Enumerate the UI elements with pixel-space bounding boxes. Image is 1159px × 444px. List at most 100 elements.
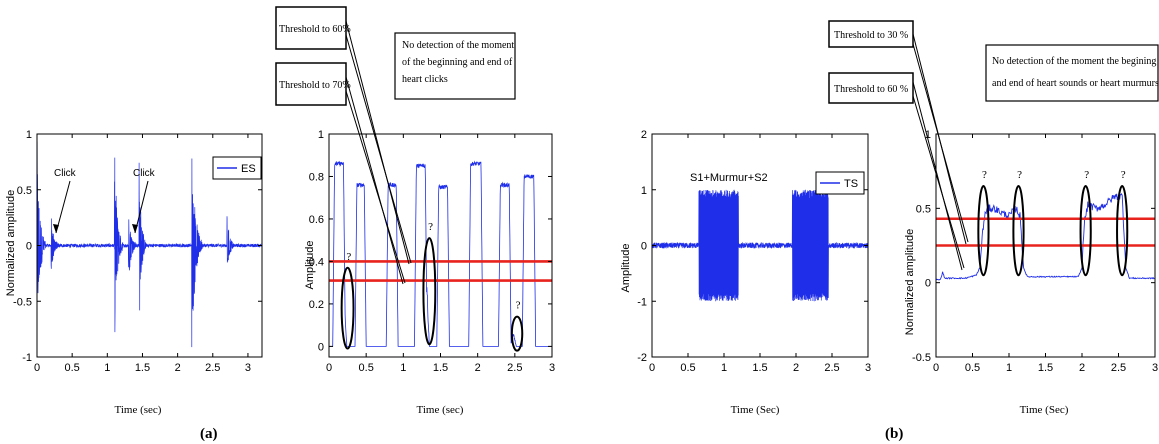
click-label-1: Click bbox=[54, 168, 77, 179]
plot-area bbox=[37, 141, 262, 348]
plot-area bbox=[652, 189, 868, 302]
y-tick-label: -0.5 bbox=[912, 352, 931, 364]
click-arrow-1 bbox=[55, 180, 71, 234]
x-tick-label: 0.5 bbox=[359, 362, 374, 374]
missed-detection-ellipse bbox=[1079, 185, 1092, 277]
callouts-a: Threshold to 60% Threshold to 70% No det… bbox=[275, 6, 516, 285]
x-tick-label: 1.5 bbox=[135, 362, 150, 374]
x-tick-label: 2 bbox=[793, 362, 799, 374]
x-tick-label: 1.5 bbox=[752, 362, 767, 374]
y-tick-label: 0.5 bbox=[17, 185, 32, 197]
y-tick-label: 0 bbox=[641, 241, 647, 253]
y-tick-label: 0.5 bbox=[916, 203, 931, 215]
chart-es-envelope: ??? 0 0.5 1 1.5 2 2.5 3 0 0.2 0.4 0.6 0.8 1 Amplitud… bbox=[304, 129, 555, 416]
click-label-2: Click bbox=[133, 168, 156, 179]
x-tick-label: 0 bbox=[649, 362, 655, 374]
callout-note-b-line2: and end of heart sounds or heart murmurs bbox=[992, 78, 1159, 89]
x-axis-label: Time (sec) bbox=[417, 404, 464, 416]
x-tick-label: 2.5 bbox=[1111, 362, 1126, 374]
leader-line bbox=[345, 20, 410, 265]
x-tick-label: 2.5 bbox=[205, 362, 220, 374]
callout-threshold-70-box bbox=[275, 62, 347, 106]
envelope-line-a2 bbox=[329, 160, 552, 347]
x-tick-label: 0 bbox=[933, 362, 939, 374]
callouts-b: Threshold to 30 % Threshold to 60 % No d… bbox=[828, 20, 1159, 271]
x-tick-label: 0.5 bbox=[680, 362, 695, 374]
click-arrow-2 bbox=[134, 180, 149, 234]
x-tick-label: 1 bbox=[1006, 362, 1012, 374]
legend: TS bbox=[815, 171, 865, 195]
callout-threshold-60b-box bbox=[828, 72, 914, 104]
y-tick-label: 0 bbox=[925, 278, 931, 290]
x-tick-label: 0 bbox=[326, 362, 332, 374]
missed-detection-ellipse bbox=[340, 266, 355, 350]
y-tick-label: 0.2 bbox=[309, 299, 324, 311]
y-axis-label: Amplitude bbox=[304, 241, 316, 290]
missed-detection-ellipse bbox=[1116, 185, 1129, 277]
x-axis-label: Time (sec) bbox=[115, 404, 162, 416]
x-tick-label: 2.5 bbox=[824, 362, 839, 374]
callout-threshold-60-box bbox=[275, 6, 347, 50]
series-line-a1 bbox=[37, 141, 262, 348]
chart-ts-envelope: ???? 0 0.5 1 1.5 2 2.5 3-0.500.51 Normalized a… bbox=[904, 129, 1158, 416]
question-mark: ? bbox=[346, 251, 351, 263]
y-tick-label: 1 bbox=[318, 129, 324, 141]
missed-detection-ellipse bbox=[422, 237, 437, 346]
y-tick-label: 0.6 bbox=[309, 214, 324, 226]
x-tick-label: 3 bbox=[245, 362, 251, 374]
leader-line bbox=[912, 95, 965, 269]
callout-threshold-30-box bbox=[828, 20, 914, 48]
callout-threshold-30: Threshold to 30 % bbox=[834, 30, 908, 41]
y-tick-label: 0.4 bbox=[309, 256, 324, 268]
callout-note-a-line3: heart clicks bbox=[402, 74, 448, 85]
leader-line bbox=[345, 34, 412, 264]
leader-line bbox=[912, 81, 963, 271]
click-arrowhead-1 bbox=[53, 224, 59, 233]
legend: ES bbox=[212, 156, 262, 180]
y-tick-label: 0 bbox=[26, 241, 32, 253]
callout-threshold-60b: Threshold to 60 % bbox=[834, 84, 908, 95]
x-tick-label: 3 bbox=[549, 362, 555, 374]
y-tick-label: 0 bbox=[318, 341, 324, 353]
question-mark: ? bbox=[516, 300, 521, 312]
y-tick-label: -2 bbox=[637, 352, 647, 364]
y-tick-label: 1 bbox=[641, 185, 647, 197]
x-tick-label: 1 bbox=[104, 362, 110, 374]
question-mark: ? bbox=[1084, 169, 1089, 181]
x-tick-label: 0 bbox=[34, 362, 40, 374]
missed-detection-ellipse bbox=[510, 315, 524, 352]
x-tick-label: 1 bbox=[721, 362, 727, 374]
x-tick-label: 2.5 bbox=[507, 362, 522, 374]
plot-area: ???? bbox=[936, 169, 1155, 281]
missed-detection-ellipse bbox=[1012, 185, 1025, 277]
axis-frame bbox=[328, 133, 553, 358]
leader-line bbox=[345, 90, 406, 284]
y-axis-label: Amplitude bbox=[620, 244, 632, 293]
x-tick-label: 0.5 bbox=[965, 362, 980, 374]
plot-area: ??? bbox=[329, 160, 552, 352]
x-axis-label: Time (Sec) bbox=[731, 404, 780, 416]
question-mark: ? bbox=[982, 169, 987, 181]
y-tick-label: 1 bbox=[925, 129, 931, 141]
missed-detection-ellipse bbox=[977, 185, 990, 277]
y-tick-label: -0.5 bbox=[13, 296, 32, 308]
panel-label-a: (a) bbox=[200, 426, 218, 442]
y-axis-label: Normalized amplitude bbox=[904, 229, 916, 335]
chart-es-signal: 0 0.5 1 1.5 2 2.5 3 -1 -0.5 0 0.5 1 Normalized ampl… bbox=[5, 129, 263, 416]
leader-line bbox=[345, 76, 404, 285]
callout-note-a-line2: of the beginning and end of bbox=[402, 57, 513, 68]
callout-note-b-line1: No detection of the moment the begining bbox=[992, 56, 1156, 67]
y-tick-label: 0.8 bbox=[309, 171, 324, 183]
y-tick-label: -1 bbox=[22, 352, 32, 364]
x-tick-label: 1 bbox=[400, 362, 406, 374]
x-tick-label: 2 bbox=[475, 362, 481, 374]
legend-label-ts: TS bbox=[844, 178, 858, 190]
click-arrowhead-2 bbox=[132, 224, 138, 233]
murmur-label: S1+Murmur+S2 bbox=[690, 172, 768, 184]
y-axis-label: Normalized amplitude bbox=[5, 190, 17, 296]
panel-label-b: (b) bbox=[885, 426, 903, 442]
x-tick-label: 2 bbox=[1079, 362, 1085, 374]
y-tick-label: -1 bbox=[637, 296, 647, 308]
leader-line bbox=[912, 43, 969, 243]
